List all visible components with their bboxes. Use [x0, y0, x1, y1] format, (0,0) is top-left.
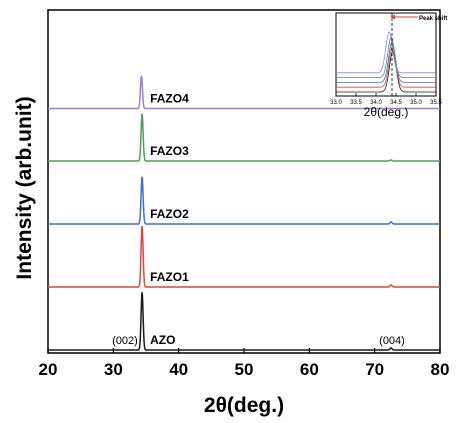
x-tick-label: 40	[169, 360, 188, 379]
peak-shift-arrowhead	[390, 14, 395, 20]
y-axis-label: Intensity (arb.unit)	[13, 96, 36, 279]
inset-series-line-fazo2	[336, 41, 436, 83]
series-label-fazo2: FAZO2	[150, 207, 189, 221]
inset-x-tick-label: 34.0	[370, 100, 382, 106]
inset-x-axis-label: 2θ(deg.)	[364, 105, 409, 119]
series-line-fazo4	[48, 75, 440, 110]
inset-annotation: Peak shift	[419, 16, 447, 22]
inset-x-tick-label: 35.5	[430, 100, 442, 106]
inset-series-group	[336, 31, 436, 93]
inset-x-tick-label: 33.0	[330, 100, 342, 106]
series-line-fazo2	[48, 176, 440, 225]
series-line-fazo1	[48, 226, 440, 288]
inset-x-tick-label: 34.5	[390, 100, 402, 106]
x-tick-label: 50	[235, 360, 254, 379]
series-label-fazo4: FAZO4	[150, 92, 189, 106]
inset-series-line-fazo1	[336, 45, 436, 88]
inset-x-tick-label: 33.5	[350, 100, 362, 106]
series-label-fazo1: FAZO1	[150, 270, 189, 284]
inset-series-line-azo	[336, 50, 436, 93]
inset-plot-frame	[335, 12, 437, 97]
series-label-fazo3: FAZO3	[150, 144, 189, 158]
inset-series-line-fazo3	[336, 36, 436, 78]
series-line-fazo3	[48, 113, 440, 162]
main-series-group	[48, 75, 440, 351]
inset-series-line-fazo4	[336, 31, 436, 74]
x-tick-label: 70	[365, 360, 384, 379]
series-line-azo	[48, 292, 440, 351]
series-label-azo: AZO	[150, 333, 175, 347]
inset-x-tick-label: 35.0	[410, 100, 422, 106]
x-axis-label: 2θ(deg.)	[204, 394, 284, 417]
main-series-labels: AZO FAZO1 FAZO2 FAZO3 FAZO4	[150, 92, 189, 348]
peak-annotation-004: (004)	[379, 335, 405, 347]
x-tick-label: 30	[104, 360, 123, 379]
peak-annotation-002: (002)	[112, 335, 138, 347]
x-tick-label: 60	[300, 360, 319, 379]
x-tick-label: 20	[39, 360, 58, 379]
inset-x-ticks: 33.0 33.5 34.0 34.5 35.0 35.5	[330, 93, 442, 106]
x-tick-label: 80	[431, 360, 450, 379]
